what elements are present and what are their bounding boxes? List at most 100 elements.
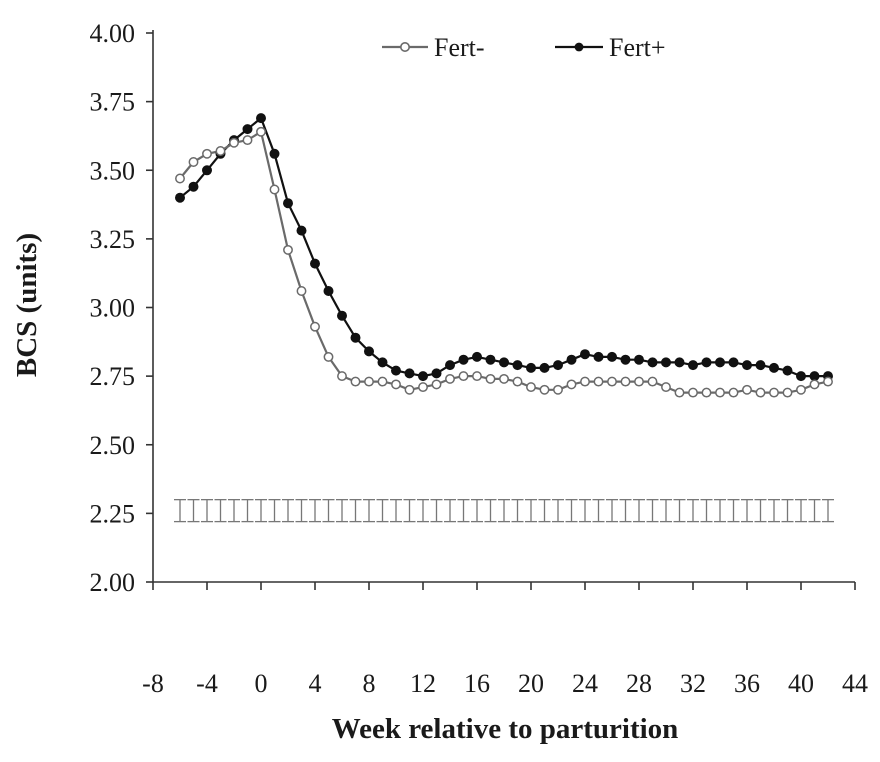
fert-plus-point (377, 357, 388, 368)
fert-minus-point (526, 382, 536, 393)
x-tick-label: 32 (680, 669, 706, 698)
x-tick-label: 0 (255, 669, 268, 698)
legend-fert-plus-marker (574, 42, 584, 52)
series-line-fert-minus (179, 130, 829, 394)
fert-plus-point (755, 360, 766, 371)
fert-plus-point (809, 371, 820, 382)
fert-plus-point (593, 351, 604, 362)
fert-plus-point (782, 365, 793, 376)
fert-minus-point (742, 384, 752, 395)
fert-minus-point (796, 384, 806, 395)
y-axis-ticks: 2.00 2.25 2.50 2.75 3.00 3.25 3.50 3.75 4.00 (90, 19, 153, 597)
fert-minus-point (269, 184, 280, 195)
x-tick-label: 28 (626, 669, 652, 698)
fert-plus-point (728, 357, 739, 368)
x-tick-label: 12 (410, 669, 436, 698)
fert-plus-point (201, 165, 212, 176)
fert-plus-point (647, 357, 658, 368)
fert-minus-point (620, 376, 631, 387)
fert-minus-point (175, 173, 185, 184)
fert-minus-point (431, 379, 442, 390)
fert-plus-point (796, 371, 807, 382)
fert-plus-point (404, 368, 415, 379)
fert-plus-point (620, 354, 631, 365)
legend-fert-plus-label: Fert+ (609, 33, 666, 62)
fert-plus-point (174, 192, 185, 203)
fert-plus-point (323, 285, 334, 296)
x-tick-label: 4 (309, 669, 322, 698)
y-tick-label: 2.75 (90, 362, 136, 391)
fert-plus-point (485, 354, 496, 365)
fert-plus-point (607, 351, 618, 362)
fert-minus-point (418, 382, 428, 393)
fert-plus-point (336, 310, 347, 321)
fert-minus-point (688, 387, 698, 398)
fert-minus-point (283, 244, 293, 255)
x-tick-label: 44 (842, 669, 868, 698)
fert-plus-point (742, 360, 753, 371)
y-axis-title: BCS (units) (11, 233, 43, 377)
series-layer (174, 113, 834, 398)
fert-minus-point (701, 387, 712, 398)
fert-plus-point (553, 360, 564, 371)
fert-plus-point (269, 148, 280, 159)
fert-minus-point (296, 286, 307, 296)
fert-plus-point (431, 368, 442, 379)
fert-plus-point (701, 357, 712, 368)
fert-plus-point (363, 346, 374, 357)
fert-minus-point (242, 135, 253, 146)
fert-plus-point (539, 362, 550, 373)
fert-minus-point (202, 148, 212, 159)
x-tick-label: 40 (788, 669, 814, 698)
fert-plus-point (309, 258, 320, 269)
y-tick-label: 2.00 (90, 568, 136, 597)
fert-minus-point (472, 371, 482, 382)
fert-plus-point (188, 181, 199, 192)
fert-minus-point (647, 376, 658, 387)
y-tick-label: 2.50 (90, 431, 136, 460)
fert-plus-point (498, 357, 509, 368)
fert-plus-point (444, 360, 455, 371)
fert-plus-point (566, 354, 577, 365)
legend: Fert- Fert+ (382, 33, 666, 62)
fert-minus-point (445, 373, 455, 384)
legend-fert-minus-marker (399, 41, 410, 52)
fert-minus-point (323, 351, 334, 362)
fert-plus-point (661, 357, 672, 368)
fert-minus-point (823, 376, 833, 387)
x-axis-title: Week relative to parturition (332, 713, 679, 745)
fert-minus-point (485, 373, 496, 384)
fert-minus-point (350, 376, 361, 387)
fert-minus-point (229, 137, 239, 148)
y-tick-label: 2.25 (90, 499, 136, 528)
fert-minus-point (364, 376, 374, 387)
fert-minus-point (458, 371, 469, 382)
fert-minus-point (674, 387, 685, 398)
x-tick-label: 20 (518, 669, 544, 698)
fert-plus-point (526, 362, 537, 373)
fert-plus-point (458, 354, 469, 365)
fert-plus-point (390, 365, 401, 376)
fert-minus-point (566, 379, 577, 390)
fert-minus-point (377, 376, 388, 387)
y-tick-label: 4.00 (90, 19, 136, 48)
fert-minus-point (715, 387, 725, 398)
y-tick-label: 3.50 (90, 156, 136, 185)
error-bars (174, 498, 834, 523)
fert-minus-point (404, 384, 415, 395)
fert-plus-point (715, 357, 726, 368)
fert-minus-point (310, 321, 320, 332)
fert-minus-point (512, 376, 523, 387)
y-tick-label: 3.00 (90, 294, 136, 323)
fert-plus-point (769, 362, 780, 373)
fert-minus-point (782, 387, 793, 398)
fert-minus-point (215, 146, 226, 156)
fert-plus-point (242, 124, 253, 135)
fert-minus-point (337, 371, 347, 382)
fert-minus-point (580, 376, 590, 387)
fert-minus-point (607, 376, 617, 387)
fert-minus-point (728, 387, 739, 398)
fert-plus-point (255, 113, 266, 124)
y-tick-label: 3.75 (90, 88, 136, 117)
